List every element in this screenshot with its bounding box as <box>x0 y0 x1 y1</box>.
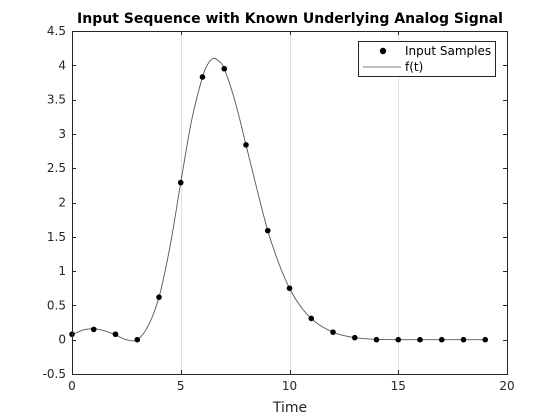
y-tick-label: -0.5 <box>43 367 66 381</box>
y-tick-label: 4 <box>58 58 66 72</box>
y-axis: -0.5 0 0.5 1 1.5 2 2.5 3 3.5 4 4.5 <box>43 24 507 381</box>
input-sample-point <box>417 336 423 343</box>
input-sample-point <box>351 334 358 341</box>
input-sample-point <box>264 227 271 234</box>
input-sample-point <box>460 336 467 343</box>
grid <box>181 31 399 374</box>
y-tick-label: 1.5 <box>47 230 66 244</box>
series-input-samples <box>69 65 489 343</box>
y-tick-label: 3 <box>58 127 66 141</box>
y-tick-label: 4.5 <box>47 24 66 38</box>
input-sample-point <box>373 336 380 343</box>
x-tick-label: 15 <box>391 379 406 393</box>
y-tick-label: 3.5 <box>47 93 66 107</box>
x-axis: 0 5 10 15 20 <box>68 31 515 393</box>
input-sample-point <box>90 326 97 333</box>
legend-label-input-samples: Input Samples <box>405 44 491 58</box>
y-tick-label: 0.5 <box>47 298 66 312</box>
x-tick-label: 20 <box>499 379 514 393</box>
input-sample-point <box>395 336 402 343</box>
input-sample-point <box>308 315 315 322</box>
x-axis-label: Time <box>272 400 307 416</box>
input-sample-point <box>221 65 228 72</box>
x-tick-label: 0 <box>68 379 76 393</box>
legend-marker-input-samples <box>379 47 387 55</box>
x-tick-label: 10 <box>282 379 297 393</box>
legend-label-f-t: f(t) <box>405 60 423 74</box>
input-sample-point <box>134 336 141 343</box>
input-sample-point <box>330 329 336 335</box>
legend: Input Samples f(t) <box>358 41 496 77</box>
series-f-t <box>71 57 486 342</box>
input-sample-point <box>177 179 184 186</box>
input-sample-point <box>286 285 293 292</box>
input-sample-point <box>112 331 119 338</box>
y-tick-label: 0 <box>58 333 66 347</box>
y-tick-label: 2 <box>58 196 66 210</box>
chart-title: Input Sequence with Known Underlying Ana… <box>77 11 503 27</box>
legend-box <box>358 41 496 77</box>
input-sample-point <box>438 336 445 343</box>
input-sample-point <box>199 74 206 80</box>
f-t-line <box>71 57 486 342</box>
y-tick-label: 2.5 <box>47 161 66 175</box>
input-sample-point <box>482 336 489 343</box>
y-tick-label: 1 <box>58 264 66 278</box>
input-sample-point <box>243 142 249 148</box>
input-sample-point <box>156 294 162 300</box>
x-tick-label: 5 <box>177 379 185 393</box>
